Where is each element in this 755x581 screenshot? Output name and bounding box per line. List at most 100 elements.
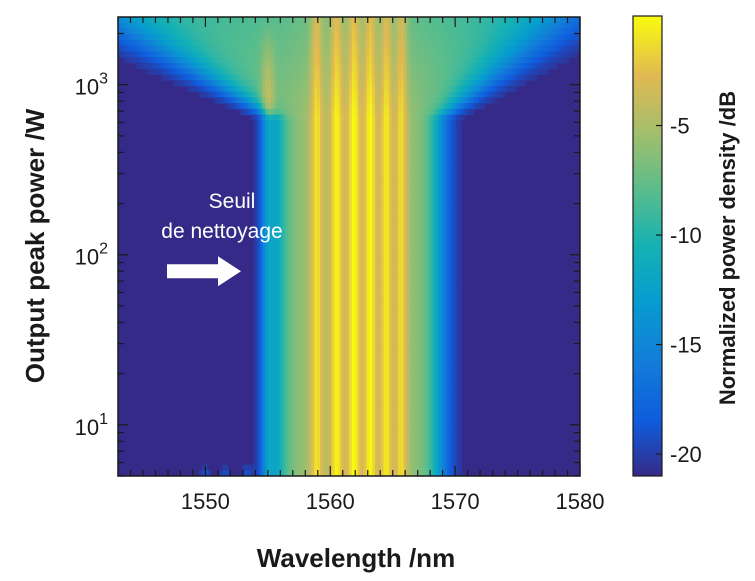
heatmap-cell (354, 194, 359, 202)
heatmap-cell (400, 246, 405, 253)
heatmap-cell (380, 321, 385, 328)
heatmap-cell (285, 217, 289, 225)
heatmap-cell (464, 68, 468, 75)
heatmap-cell (360, 103, 365, 110)
heatmap-cell (568, 45, 572, 53)
heatmap-cell (354, 166, 359, 173)
heatmap-cell (325, 45, 330, 53)
heatmap-cell (398, 148, 402, 156)
heatmap-cell (325, 160, 330, 167)
heatmap-cell (161, 39, 165, 47)
heatmap-cell (357, 17, 362, 24)
heatmap-cell (392, 194, 396, 202)
heatmap-cell (530, 51, 535, 58)
heatmap-cell (360, 51, 365, 58)
heatmap-cell (467, 97, 471, 104)
heatmap-cell (167, 74, 171, 81)
heatmap-cell (415, 292, 419, 299)
heatmap-cell (380, 22, 385, 30)
heatmap-cell (323, 292, 327, 299)
heatmap-cell (138, 51, 142, 58)
heatmap-cell (418, 143, 422, 150)
heatmap-cell (400, 154, 405, 162)
heatmap-cell (351, 17, 356, 24)
heatmap-cell (467, 39, 471, 47)
heatmap-cell (149, 45, 154, 53)
heatmap-cell (366, 120, 370, 127)
heatmap-cell (320, 108, 324, 116)
heatmap-cell (262, 183, 266, 190)
heatmap-cell (323, 212, 327, 219)
heatmap-cell (473, 34, 477, 41)
heatmap-cell (323, 85, 327, 93)
heatmap-cell (432, 80, 437, 87)
heatmap-cell (380, 257, 385, 265)
heatmap-cell (268, 154, 272, 162)
heatmap-cell (273, 137, 278, 144)
heatmap-cell (429, 217, 434, 225)
heatmap-cell (288, 114, 292, 121)
heatmap-cell (343, 51, 347, 58)
heatmap-cell (470, 57, 474, 64)
heatmap-cell (450, 39, 454, 47)
heatmap-cell (476, 74, 480, 81)
heatmap-cell (499, 91, 503, 98)
heatmap-cell (282, 17, 287, 24)
heatmap-cell (172, 68, 177, 75)
heatmap-cell (377, 80, 382, 87)
heatmap-cell (444, 91, 448, 98)
heatmap-cell (161, 62, 165, 70)
heatmap-cell (545, 45, 549, 53)
heatmap-cell (403, 200, 408, 207)
heatmap-cell (398, 280, 402, 288)
heatmap-cell (273, 326, 278, 334)
heatmap-cell (331, 97, 336, 104)
heatmap-cell (323, 183, 327, 190)
heatmap-cell (253, 51, 258, 58)
heatmap-cell (418, 131, 422, 139)
heatmap-cell (265, 206, 269, 213)
heatmap-cell (409, 183, 414, 190)
heatmap-cell (470, 68, 474, 75)
heatmap-cell (299, 240, 304, 248)
heatmap-cell (369, 292, 373, 299)
heatmap-cell (556, 28, 561, 35)
heatmap-cell (294, 206, 298, 213)
heatmap-cell (282, 91, 287, 98)
heatmap-cell (311, 22, 315, 30)
heatmap-cell (406, 257, 411, 265)
heatmap-cell (447, 217, 451, 225)
heatmap-cell (123, 22, 128, 30)
heatmap-cell (435, 85, 440, 93)
heatmap-cell (334, 292, 339, 299)
heatmap-cell (438, 189, 442, 196)
heatmap-cell (412, 177, 417, 184)
heatmap-cell (337, 17, 341, 24)
heatmap-cell (441, 74, 445, 81)
heatmap-cell (279, 223, 284, 230)
heatmap-cell (308, 120, 313, 127)
heatmap-cell (435, 45, 440, 53)
heatmap-cell (357, 68, 362, 75)
heatmap-cell (487, 74, 492, 81)
heatmap-cell (247, 80, 252, 87)
heatmap-cell (464, 108, 468, 116)
heatmap-cell (265, 275, 269, 282)
heatmap-cell (548, 22, 552, 30)
heatmap-cell (294, 286, 298, 293)
heatmap-cell (305, 108, 310, 116)
heatmap-cell (256, 22, 261, 30)
heatmap-cell (331, 57, 336, 64)
heatmap-cell (279, 126, 284, 133)
heatmap-cell (450, 229, 454, 236)
heatmap-cell (424, 114, 428, 121)
heatmap-cell (216, 34, 220, 41)
heatmap-cell (395, 194, 399, 202)
heatmap-cell (372, 91, 376, 98)
heatmap-cell (409, 85, 414, 93)
heatmap-cell (395, 120, 399, 127)
heatmap-cell (426, 240, 431, 248)
heatmap-cell (340, 91, 344, 98)
heatmap-cell (455, 22, 460, 30)
heatmap-cell (432, 263, 437, 271)
